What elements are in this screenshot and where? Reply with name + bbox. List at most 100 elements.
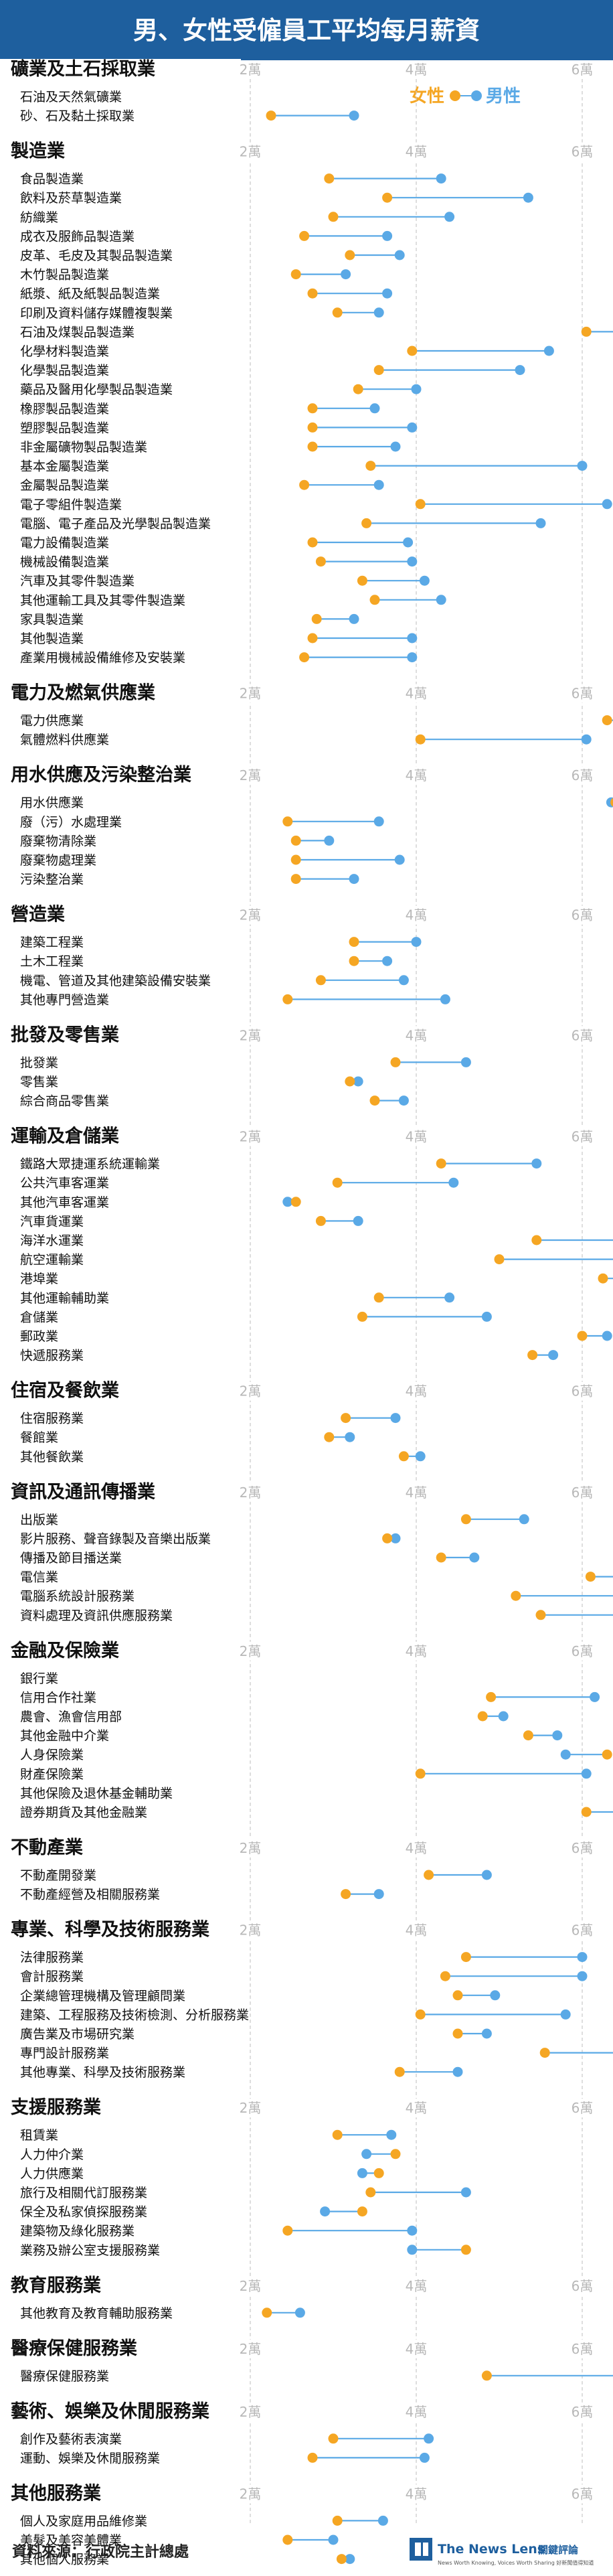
tick-label-bg xyxy=(562,1127,602,1146)
female-dot xyxy=(307,403,318,414)
male-dot xyxy=(448,1177,459,1188)
industry-row: 飲料及菸草製造業 xyxy=(20,191,533,206)
tick-label-bg xyxy=(230,2276,270,2295)
male-dot xyxy=(523,192,533,203)
industry-label: 不動產經營及相關服務業 xyxy=(20,1888,160,1902)
female-dot xyxy=(307,422,318,433)
tick-label: 4萬 xyxy=(406,2100,428,2116)
section-header: 不動產業 xyxy=(11,1837,83,1858)
industry-row: 其他運輸工具及其零件製造業 xyxy=(20,593,446,608)
industry-label: 砂、石及黏土採取業 xyxy=(20,109,135,124)
female-dot xyxy=(336,2554,347,2565)
industry-row: 其他金融中介業 xyxy=(20,1729,563,1744)
industry-row: 其他保險及退休基金輔助業 xyxy=(20,1786,173,1801)
industry-row: 氣體燃料供應業 xyxy=(20,732,592,747)
female-dot xyxy=(315,975,326,986)
male-dot xyxy=(560,2009,571,2020)
industry-label: 鐵路大眾捷運系統運輸業 xyxy=(20,1157,160,1172)
industry-label: 電子零組件製造業 xyxy=(20,498,122,512)
female-dot xyxy=(332,1177,343,1188)
tick-label-bg xyxy=(230,2484,270,2504)
tick-label: 4萬 xyxy=(406,686,428,702)
industry-label: 保全及私家偵探服務業 xyxy=(20,2205,147,2220)
section-header-bg xyxy=(0,682,241,704)
male-dot xyxy=(349,874,359,885)
male-dot xyxy=(373,1889,384,1900)
tick-label: 2萬 xyxy=(240,2341,262,2357)
industry-row: 港埠業 xyxy=(20,1272,613,1286)
industry-label: 建築物及綠化服務業 xyxy=(20,2224,135,2239)
male-dot xyxy=(460,2187,471,2198)
female-dot xyxy=(460,1952,471,1963)
industry-row: 綜合商品零售業 xyxy=(20,1094,409,1109)
male-dot xyxy=(373,479,384,490)
industry-row: 廢棄物清除業 xyxy=(20,834,335,848)
industry-label: 建築工程業 xyxy=(20,935,84,950)
industry-label: 成衣及服飾品製造業 xyxy=(20,229,135,244)
industry-row: 保全及私家偵探服務業 xyxy=(20,2205,367,2220)
female-dot xyxy=(315,556,326,567)
section-header: 住宿及餐飲業 xyxy=(11,1380,119,1401)
industry-label: 紙漿、紙及紙製品製造業 xyxy=(20,287,160,301)
tick-label: 6萬 xyxy=(572,2100,594,2116)
industry-row: 農會、漁會信用部 xyxy=(20,1710,509,1724)
female-dot xyxy=(307,537,318,548)
industry-label: 木竹製品製造業 xyxy=(20,268,109,283)
female-dot xyxy=(324,1432,335,1442)
male-dot xyxy=(411,937,422,948)
female-dot xyxy=(598,1273,608,1284)
male-dot xyxy=(577,1952,588,1963)
tick-label-bg xyxy=(562,1641,602,1661)
female-dot xyxy=(481,2370,492,2381)
female-dot xyxy=(390,1057,401,1067)
industry-label: 批發業 xyxy=(20,1055,58,1070)
tick-label: 6萬 xyxy=(572,2404,594,2420)
legend-female-label: 女性 xyxy=(410,86,444,106)
male-dot xyxy=(602,1331,612,1341)
industry-row: 基本金屬製造業 xyxy=(20,459,588,474)
female-dot xyxy=(486,1691,497,1702)
male-dot xyxy=(590,1691,600,1702)
female-dot xyxy=(328,2433,339,2444)
male-dot xyxy=(386,2129,397,2140)
tick-label: 4萬 xyxy=(406,1383,428,1399)
section-group: 住宿及餐飲業2萬4萬6萬8萬10萬住宿服務業餐館業其他餐飲業 xyxy=(0,1380,602,1464)
industry-label: 信用合作社業 xyxy=(20,1690,96,1705)
female-dot xyxy=(373,2168,384,2178)
tick-label: 4萬 xyxy=(406,1922,428,1939)
industry-label: 業務及辦公室支援服務業 xyxy=(20,2243,160,2258)
female-dot xyxy=(299,652,310,663)
female-dot xyxy=(369,595,380,605)
industry-row: 汽車及其零件製造業 xyxy=(20,574,430,589)
industry-row: 建築工程業 xyxy=(20,935,422,950)
section-group: 其他服務業2萬4萬6萬8萬10萬個人及家庭用品維修業美髮及美容美體業其他個人服務… xyxy=(0,2483,602,2567)
section-header: 教育服務業 xyxy=(11,2275,101,2296)
industry-label: 零售業 xyxy=(20,1075,58,1089)
female-dot xyxy=(390,2149,401,2160)
male-dot xyxy=(382,230,393,241)
female-dot xyxy=(531,1235,542,1245)
section-header: 批發及零售業 xyxy=(11,1024,119,1045)
male-dot xyxy=(353,1076,363,1087)
female-dot xyxy=(311,613,322,624)
section-group: 不動產業2萬4萬6萬8萬10萬不動產開發業不動產經營及相關服務業 xyxy=(0,1837,602,1902)
male-dot xyxy=(398,1095,409,1106)
tick-label-bg xyxy=(396,2402,436,2421)
industry-row: 郵政業 xyxy=(20,1329,612,1344)
industry-label: 石油及天然氣礦業 xyxy=(20,90,122,104)
industry-label: 廢棄物處理業 xyxy=(20,853,96,868)
female-dot xyxy=(345,1076,355,1087)
male-dot xyxy=(349,613,359,624)
male-dot xyxy=(357,2168,367,2178)
industry-label: 其他個人服務業 xyxy=(20,2553,109,2567)
industry-label: 綜合商品零售業 xyxy=(20,1094,109,1109)
tick-label: 6萬 xyxy=(572,2341,594,2357)
male-dot xyxy=(531,1158,542,1169)
industry-label: 專門設計服務業 xyxy=(20,2046,109,2061)
male-dot xyxy=(394,250,405,260)
tick-label-bg xyxy=(230,684,270,703)
industry-row: 銀行業 xyxy=(20,1671,58,1686)
tick-label-bg xyxy=(396,60,436,79)
male-dot xyxy=(411,384,422,394)
industry-label: 銀行業 xyxy=(20,1671,58,1686)
